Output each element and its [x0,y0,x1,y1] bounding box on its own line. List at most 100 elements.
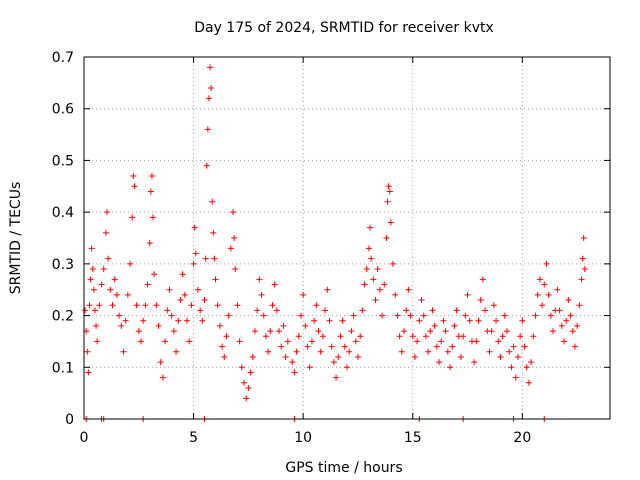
data-point [348,328,355,335]
data-point [260,312,267,319]
data-point [560,338,567,345]
data-point [194,286,201,293]
data-point [486,348,493,355]
data-point [188,302,195,309]
data-point [225,312,232,319]
data-point [394,312,401,319]
data-point [317,348,324,355]
data-point [150,214,157,221]
data-point [236,338,243,345]
data-point [85,369,92,376]
data-point [234,302,241,309]
data-point [367,224,374,231]
data-point [466,317,473,324]
data-point [337,333,344,340]
data-point [88,245,95,252]
y-tick-label: 0.5 [52,153,74,169]
data-point [333,374,340,381]
data-point [381,281,388,288]
x-tick-label: 10 [294,430,312,446]
data-point [96,302,103,309]
data-point [447,364,454,371]
data-point [84,348,91,355]
data-point [534,291,541,298]
data-point [300,291,307,298]
data-point [289,359,296,366]
data-point [214,302,221,309]
data-point [354,353,361,360]
data-point [133,302,140,309]
data-point [295,333,302,340]
data-point [302,322,309,329]
data-point [571,343,578,350]
data-point [464,291,471,298]
data-point [87,276,94,283]
data-point [405,286,412,293]
data-point [473,338,480,345]
data-point [137,338,144,345]
data-point [130,172,137,179]
data-point [453,307,460,314]
data-point [462,312,469,319]
data-point [385,183,392,190]
data-point [146,240,153,247]
data-point [457,353,464,360]
data-point [232,266,239,273]
data-point [142,302,149,309]
data-point [247,369,254,376]
data-point [514,353,521,360]
data-point [230,209,237,216]
data-point [581,266,588,273]
data-point [212,276,219,283]
data-point [203,162,210,169]
data-point [168,312,175,319]
data-point [227,245,234,252]
data-point [282,353,289,360]
data-point [495,338,502,345]
data-point [306,364,313,371]
data-point [344,364,350,371]
data-point [102,229,109,236]
data-point [510,343,517,350]
data-point [414,338,421,345]
data-point [207,64,214,71]
data-point [550,328,557,335]
data-point [144,281,151,288]
data-point [578,276,585,283]
y-axis-label: SRMTID / TECUs [8,182,24,295]
data-point [249,353,256,360]
data-point [313,302,320,309]
data-point [199,317,206,324]
data-point [346,348,353,355]
data-points [82,64,588,422]
data-point [105,255,112,262]
data-point [442,328,449,335]
data-point [449,343,456,350]
data-point [330,359,337,366]
data-point [403,307,410,314]
data-point [113,291,120,298]
data-point [398,348,405,355]
data-point [436,359,443,366]
data-point [151,271,158,278]
data-point [451,322,458,329]
data-point [565,297,572,304]
data-point [543,260,550,267]
data-point [545,291,552,298]
data-point [210,229,217,236]
data-point [497,353,504,360]
data-point [223,333,230,340]
data-point [525,379,532,386]
data-point [341,343,348,350]
data-point [370,276,377,283]
data-point [209,198,216,205]
axis-tick-labels: 0 0.1 0.2 0.3 0.4 0.5 0.6 0.7 0 5 10 15 20 [52,50,532,446]
data-point [205,95,212,102]
data-point [116,312,123,319]
data-point [379,312,386,319]
data-point [91,307,98,314]
data-point [148,172,155,179]
data-point [429,307,436,314]
data-point [541,281,548,288]
data-point [251,328,258,335]
